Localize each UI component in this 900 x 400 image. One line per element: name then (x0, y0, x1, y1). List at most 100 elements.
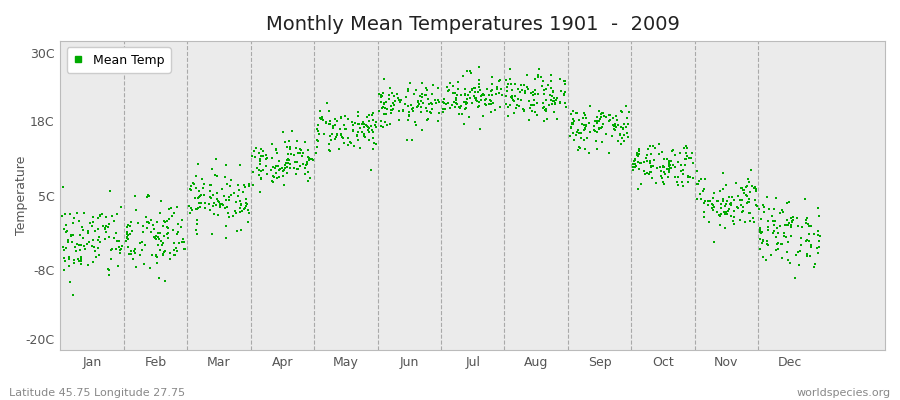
Point (432, 110, 446, 116)
Point (300, 160, 314, 167)
Point (231, 187, 246, 194)
Point (284, 146, 298, 152)
Point (140, 219, 154, 226)
Point (411, 100, 426, 107)
Point (383, 110, 398, 116)
Point (291, 166, 305, 173)
Point (431, 96, 446, 103)
Point (626, 158, 641, 164)
Point (74, 258, 88, 264)
Point (99, 214, 113, 220)
Point (292, 150, 306, 156)
Point (702, 218, 716, 225)
Point (652, 150, 666, 157)
Point (474, 93, 489, 100)
Point (135, 239, 149, 245)
Point (279, 159, 293, 166)
Point (113, 246, 128, 252)
Point (709, 198, 724, 205)
Point (275, 165, 290, 172)
Point (361, 126, 375, 133)
Point (410, 104, 424, 111)
Point (468, 89, 482, 95)
Point (97, 225, 112, 231)
Point (248, 145, 263, 152)
Point (105, 213, 120, 219)
Point (468, 97, 482, 104)
Point (234, 227, 248, 233)
Point (643, 170, 657, 177)
Point (645, 142, 660, 149)
Point (800, 214, 814, 221)
Point (449, 95, 464, 101)
Point (769, 247, 783, 253)
Point (579, 122, 593, 128)
Point (86, 214, 101, 220)
Point (706, 204, 721, 210)
Point (226, 213, 240, 220)
Point (411, 98, 426, 105)
Point (198, 205, 212, 211)
Point (374, 123, 388, 129)
Point (301, 146, 315, 153)
Point (421, 116, 436, 122)
Point (205, 166, 220, 172)
Point (718, 200, 733, 207)
Point (550, 95, 564, 102)
Point (374, 92, 389, 99)
Point (219, 223, 233, 229)
Point (692, 178, 706, 184)
Point (293, 146, 308, 153)
Point (718, 224, 733, 231)
Point (328, 134, 343, 140)
Point (105, 246, 120, 252)
Point (775, 207, 789, 214)
Point (574, 130, 589, 136)
Point (194, 192, 209, 198)
Point (733, 196, 747, 203)
Point (517, 81, 531, 88)
Point (223, 177, 238, 183)
Point (234, 200, 248, 207)
Point (60, 238, 75, 245)
Point (617, 132, 632, 139)
Point (521, 85, 535, 92)
Point (296, 160, 310, 167)
Point (376, 124, 391, 130)
Point (215, 201, 230, 207)
Point (483, 109, 498, 115)
Point (137, 260, 151, 267)
Point (536, 83, 550, 89)
Point (99, 228, 113, 235)
Point (294, 153, 309, 159)
Point (171, 228, 185, 235)
Point (303, 156, 318, 162)
Point (402, 112, 417, 119)
Point (622, 109, 636, 115)
Point (666, 162, 680, 169)
Point (721, 208, 735, 214)
Point (222, 214, 237, 220)
Point (766, 218, 780, 224)
Point (74, 261, 88, 268)
Point (193, 204, 207, 210)
Point (59, 228, 74, 234)
Point (712, 213, 726, 220)
Point (781, 238, 796, 245)
Point (399, 94, 413, 100)
Point (474, 92, 489, 98)
Point (381, 122, 395, 128)
Point (500, 104, 515, 110)
Point (492, 90, 507, 96)
Point (626, 164, 641, 170)
Point (305, 156, 320, 163)
Point (606, 122, 620, 129)
Point (578, 122, 592, 128)
Point (626, 161, 640, 168)
Point (352, 121, 366, 128)
Point (237, 182, 251, 188)
Point (395, 108, 410, 114)
Point (437, 106, 452, 112)
Point (340, 142, 355, 148)
Point (491, 78, 506, 85)
